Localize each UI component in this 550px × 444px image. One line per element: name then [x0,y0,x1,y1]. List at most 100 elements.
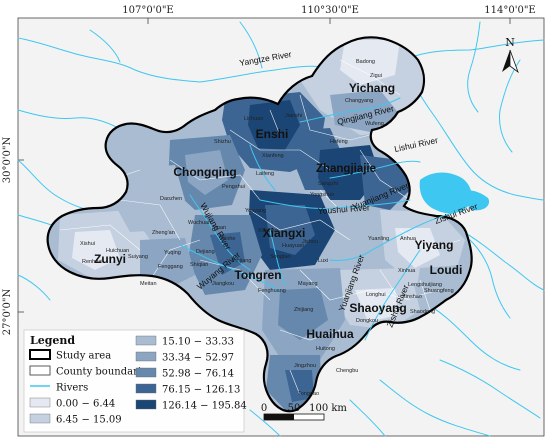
lat-label-1: 30°0'0"N [2,136,13,183]
inner-rivers [179,97,466,341]
county-label: Huitong [316,346,335,352]
lon-label-2: 110°30'0"E [301,5,359,16]
region-label-xiangxi: Xiangxi [263,226,306,240]
legend-item: Rivers [30,383,88,394]
region-label-enshi: Enshi [256,127,289,141]
north-label: N [505,36,515,49]
county-label: Shuangfeng [424,288,454,294]
lon-label-3: 114°0'0"E [484,5,535,16]
legend-item: County boundaries [29,365,152,378]
legend-swatch [135,383,157,394]
region-label-huaihua: Huaihua [306,327,354,341]
legend-swatch [135,367,157,378]
north-arrow-icon: N [502,36,519,74]
county-label: Changyang [345,98,373,104]
county-label: Renhuai [82,259,103,265]
county-label: Sangzhi [318,181,338,187]
county-label: Wuchuan [188,220,211,226]
region-labels: Yichang Enshi Chongqing Zhangjiajie Xian… [94,81,462,341]
legend-label: 33.34 − 52.97 [162,353,234,364]
county-label: Mayang [298,281,318,287]
legend-label: 52.98 − 76.14 [162,369,234,380]
county-label: Badong [356,59,375,65]
county-label: Suiyang [128,254,148,260]
county-label: Youyang [245,208,266,214]
scale-tick-0: 0 [261,403,267,414]
legend-title: Legend [30,334,75,347]
county-label: Laifeng [256,171,274,177]
county-label: Wufeng [365,121,384,127]
county-label: Yinjiang [232,258,251,264]
legend-swatch [29,365,51,376]
county-label: Lichuan [244,116,263,122]
county-label: Zhijiang [294,307,313,313]
region-label-tongren: Tongren [234,268,281,282]
scale-tick-100: 100 km [309,403,347,414]
legend: Legend Study area County boundaries Rivers… [23,329,247,433]
county-label: Yuqing [164,250,181,256]
county-label: Shiqian [190,262,208,268]
county-label: Songtao [270,254,291,260]
lat-label-2: 27°0'0"N [2,288,13,335]
county-label: Daozhen [160,196,182,202]
legend-swatch [135,335,157,346]
county-label: Shizhu [214,139,231,145]
county-label: Chengbu [336,368,358,374]
county-label: Sinan [212,225,226,231]
region-label-chongqing: Chongqing [173,165,236,179]
county-label: Fenggang [158,264,183,270]
legend-label: Rivers [56,383,88,394]
region-label-yiyang: Yiyang [415,238,454,252]
legend-swatch [29,349,51,360]
county-label: Dongkou [356,318,378,324]
county-label: Yongshun [310,192,334,198]
legend-item: 126.14 − 195.84 [135,399,247,412]
county-label: Xianfeng [262,153,284,159]
legend-label: 6.45 − 15.09 [56,415,122,426]
county-labels: Badong Zigui Changyang Wufeng Hefeng Lic… [80,59,454,397]
graticule-ticks [18,18,511,313]
county-label: Lengshuijiang [408,282,442,288]
county-label: Jingzhou [294,363,316,369]
county-label: Jishou [302,239,318,245]
county-label: Xinshao [402,294,422,300]
region-label-zunyi: Zunyi [94,252,126,266]
county-label: Yanhe [220,236,236,242]
county-boundaries [59,59,461,396]
county-label: Hefeng [330,139,348,145]
region-label-loudi: Loudi [430,263,463,277]
legend-label: 126.14 − 195.84 [162,401,247,412]
legend-label: 15.10 − 33.33 [162,337,234,348]
county-label: Fenghuang [258,288,286,294]
legend-item: Study area [29,349,111,362]
county-label: Xishui [80,241,95,247]
county-label: Huayuan [282,243,304,249]
river-label-youshui: Youshui River [317,202,370,216]
county-label: Luxi [318,258,328,264]
county-label: Yuanling [368,236,389,242]
county-label: Longhui [366,292,386,298]
region-label-zhangjiajie: Zhangjiajie [316,163,376,175]
dongting-lake [419,172,472,214]
county-label: Xinhua [398,268,416,274]
legend-item: 6.45 − 15.09 [29,413,122,426]
legend-item: 52.98 − 76.14 [135,367,234,380]
scale-bar: 0 50 100 km [261,403,347,421]
legend-label: County boundaries [56,367,152,378]
lon-label-1: 107°0'0"E [122,5,173,16]
legend-item: 0.00 − 6.44 [29,397,115,410]
legend-item: 33.34 − 52.97 [135,351,234,364]
region-label-yichang: Yichang [349,81,395,95]
legend-swatch [29,397,51,408]
county-label: Shaodong [410,309,435,315]
county-label: Xiushan [258,228,278,234]
legend-swatch [135,351,157,362]
county-label: Anhua [400,236,417,242]
county-label: Zheng'an [152,230,175,236]
county-label: Dejiang [196,249,215,255]
scale-tick-50: 50 [288,403,301,414]
legend-swatch [135,399,157,410]
legend-label: Study area [56,351,111,362]
